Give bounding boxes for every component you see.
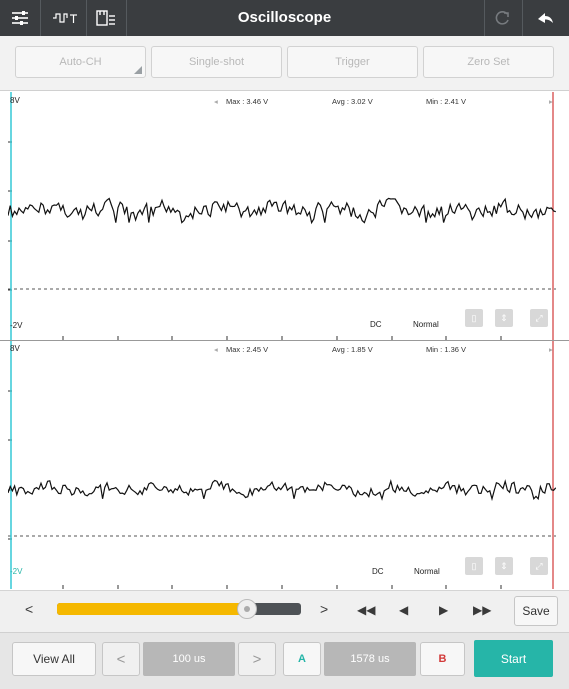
auto-ch-button[interactable]: Auto-CH — [15, 46, 146, 78]
dropdown-corner-icon — [134, 66, 142, 74]
auto-ch-label: Auto-CH — [59, 56, 102, 68]
channel-2-display: 8V ◂ Max : 2.45 V Avg : 1.85 V Min : 1.3… — [8, 341, 556, 589]
refresh-icon[interactable] — [490, 6, 514, 30]
left-arrow-icon: ◂ — [214, 97, 218, 106]
slider-knob[interactable] — [237, 599, 258, 619]
channel-2-top-scale: 8V — [10, 344, 20, 353]
single-shot-button[interactable]: Single-shot — [151, 46, 282, 78]
channel-1-waveform — [8, 197, 556, 225]
cursor-delta-value: 1578 us — [324, 642, 416, 676]
channel-1-min: Min : 2.41 V — [426, 97, 467, 106]
channel-2-coupling: DC — [372, 567, 384, 576]
zero-set-button[interactable]: Zero Set — [423, 46, 554, 78]
channel-2-min: Min : 1.36 V — [426, 345, 467, 354]
fast-forward-icon[interactable]: ▶▶ — [473, 603, 492, 617]
channel-1-delete-icon[interactable]: ▯ — [465, 309, 483, 327]
position-slider[interactable] — [57, 599, 301, 619]
channel-1-display: 8V ◂ Max : 3.46 V Avg : 3.02 V Min : 2.4… — [8, 92, 556, 340]
single-shot-label: Single-shot — [188, 56, 245, 68]
channel-2-waveform — [8, 478, 556, 502]
toolbar: Auto-CH Single-shot Trigger Zero Set — [0, 36, 569, 91]
channel-2-max: Max : 2.45 V — [226, 345, 269, 354]
channel-2-avg: Avg : 1.85 V — [332, 345, 373, 354]
save-file-icon[interactable] — [94, 6, 118, 30]
timebase-decrease-button[interactable]: < — [102, 642, 140, 676]
channel-1-bottom-scale: -2V — [10, 321, 23, 330]
right-arrow-icon: ▸ — [549, 97, 553, 106]
right-arrow-icon: ▸ — [549, 345, 553, 354]
channel-2-fullscreen-icon[interactable]: ⤢ — [530, 557, 548, 575]
playback-controls: < > ◀◀ ◀ ▶ ▶▶ Save — [0, 590, 569, 633]
timebase-increase-button[interactable]: > — [238, 642, 276, 676]
settings-sliders-icon[interactable] — [8, 6, 32, 30]
channel-2-delete-icon[interactable]: ▯ — [465, 557, 483, 575]
step-forward-icon[interactable]: ▶ — [439, 603, 449, 617]
waveform-measure-icon[interactable] — [50, 6, 80, 30]
channel-1-avg: Avg : 3.02 V — [332, 97, 373, 106]
scroll-right-icon[interactable]: > — [320, 601, 329, 617]
fast-rewind-icon[interactable]: ◀◀ — [357, 603, 376, 617]
bottom-bar: View All < 100 us > A 1578 us B Start — [0, 632, 569, 689]
channel-2-mode: Normal — [414, 567, 440, 576]
channel-1-fullscreen-icon[interactable]: ⤢ — [530, 309, 548, 327]
channel-2-bottom-scale: -2V — [10, 567, 23, 576]
channel-1-max: Max : 3.46 V — [226, 97, 269, 106]
back-arrow-icon[interactable] — [533, 6, 557, 30]
save-button[interactable]: Save — [514, 596, 558, 626]
timebase-value: 100 us — [143, 642, 235, 676]
trigger-button[interactable]: Trigger — [287, 46, 418, 78]
channel-1-top-scale: 8V — [10, 96, 20, 105]
chevron-right-icon: > — [252, 650, 262, 668]
channel-2-plot — [8, 341, 556, 589]
view-all-button[interactable]: View All — [12, 642, 96, 676]
scroll-left-icon[interactable]: < — [25, 601, 34, 617]
trigger-label: Trigger — [335, 56, 370, 68]
channel-1-plot — [8, 92, 556, 340]
start-button[interactable]: Start — [474, 640, 553, 677]
slider-fill — [57, 603, 248, 615]
cursor-b-button[interactable]: B — [420, 642, 465, 676]
left-arrow-icon: ◂ — [214, 345, 218, 354]
cursor-a-button[interactable]: A — [283, 642, 321, 676]
channel-divider — [0, 340, 569, 341]
channel-1-updown-icon[interactable]: ⇕ — [495, 309, 513, 327]
channel-1-coupling: DC — [370, 320, 382, 329]
top-bar: Oscilloscope — [0, 0, 569, 36]
zero-set-label: Zero Set — [467, 56, 510, 68]
channel-2-updown-icon[interactable]: ⇕ — [495, 557, 513, 575]
step-back-icon[interactable]: ◀ — [399, 603, 409, 617]
chevron-left-icon: < — [116, 650, 126, 668]
channel-1-mode: Normal — [413, 320, 439, 329]
